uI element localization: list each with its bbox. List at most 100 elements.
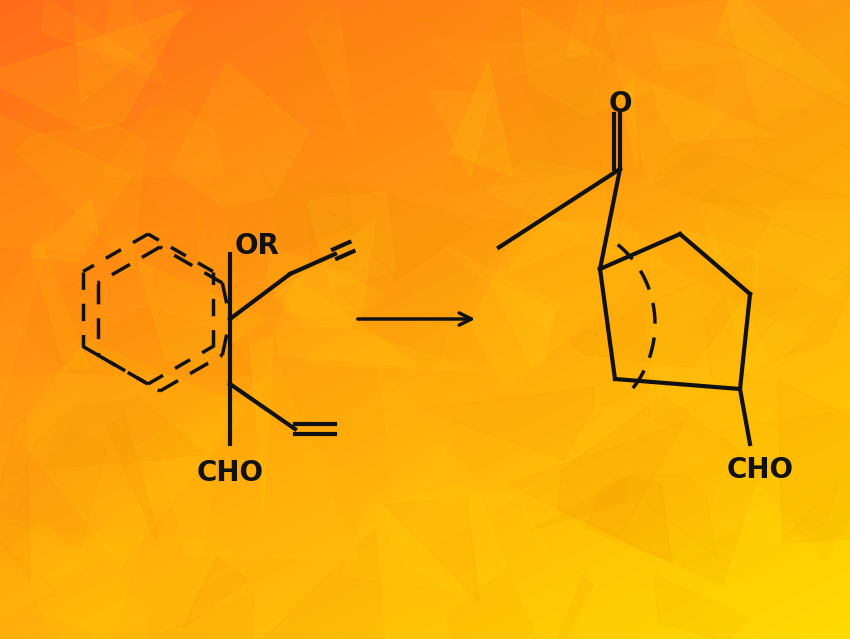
Polygon shape — [581, 309, 623, 383]
Polygon shape — [540, 575, 593, 639]
Polygon shape — [566, 0, 609, 58]
Polygon shape — [146, 0, 211, 168]
Polygon shape — [8, 429, 106, 548]
Polygon shape — [0, 10, 184, 131]
Polygon shape — [675, 228, 759, 288]
Polygon shape — [308, 192, 395, 288]
Polygon shape — [507, 216, 583, 274]
Polygon shape — [653, 573, 750, 639]
Polygon shape — [620, 79, 637, 169]
Polygon shape — [307, 4, 356, 144]
Text: CHO: CHO — [196, 459, 264, 487]
Polygon shape — [382, 488, 531, 553]
Polygon shape — [274, 220, 376, 318]
Polygon shape — [256, 144, 473, 286]
Polygon shape — [473, 0, 624, 151]
Polygon shape — [275, 279, 422, 367]
Polygon shape — [210, 195, 306, 234]
Polygon shape — [653, 143, 850, 252]
Polygon shape — [715, 401, 850, 560]
Polygon shape — [71, 0, 191, 103]
Polygon shape — [706, 289, 798, 390]
Polygon shape — [397, 17, 449, 25]
Polygon shape — [25, 398, 206, 471]
Polygon shape — [296, 178, 513, 327]
Polygon shape — [755, 105, 850, 186]
Polygon shape — [302, 0, 335, 70]
Text: CHO: CHO — [727, 456, 794, 484]
Polygon shape — [674, 506, 772, 566]
Polygon shape — [65, 308, 255, 376]
Polygon shape — [0, 521, 85, 626]
Polygon shape — [287, 79, 309, 159]
Polygon shape — [130, 390, 230, 569]
Polygon shape — [171, 61, 308, 206]
Polygon shape — [300, 331, 482, 371]
Polygon shape — [755, 199, 850, 311]
Polygon shape — [0, 510, 129, 579]
Polygon shape — [512, 487, 594, 638]
Polygon shape — [797, 0, 850, 117]
Polygon shape — [471, 222, 664, 389]
Polygon shape — [203, 153, 356, 269]
Polygon shape — [450, 62, 513, 176]
Polygon shape — [651, 258, 809, 419]
Polygon shape — [727, 0, 850, 127]
Polygon shape — [35, 479, 156, 639]
Polygon shape — [723, 0, 850, 125]
Polygon shape — [135, 592, 254, 639]
Polygon shape — [31, 200, 99, 262]
Polygon shape — [570, 255, 751, 367]
Polygon shape — [700, 203, 850, 381]
Polygon shape — [262, 0, 385, 131]
Polygon shape — [30, 241, 90, 369]
Polygon shape — [243, 528, 385, 639]
Polygon shape — [700, 189, 850, 362]
Polygon shape — [101, 0, 166, 84]
Polygon shape — [585, 477, 672, 562]
Polygon shape — [162, 367, 359, 560]
Polygon shape — [54, 530, 240, 639]
Polygon shape — [29, 574, 147, 639]
Polygon shape — [445, 29, 600, 194]
Polygon shape — [450, 408, 635, 567]
Polygon shape — [421, 387, 594, 461]
Polygon shape — [604, 0, 784, 187]
Polygon shape — [268, 247, 383, 327]
Text: OR: OR — [235, 232, 280, 260]
Polygon shape — [521, 6, 656, 116]
Polygon shape — [322, 289, 346, 305]
Polygon shape — [492, 281, 555, 369]
Polygon shape — [592, 403, 714, 466]
Polygon shape — [416, 438, 452, 497]
Polygon shape — [428, 91, 492, 176]
Polygon shape — [106, 414, 159, 539]
Polygon shape — [342, 486, 518, 597]
Polygon shape — [486, 160, 623, 259]
Polygon shape — [42, 0, 154, 70]
Polygon shape — [383, 498, 479, 601]
Polygon shape — [251, 335, 274, 514]
Polygon shape — [717, 0, 850, 128]
Polygon shape — [272, 0, 356, 38]
Polygon shape — [0, 100, 133, 250]
Polygon shape — [643, 281, 705, 399]
Polygon shape — [529, 479, 627, 532]
Polygon shape — [0, 418, 30, 579]
Polygon shape — [354, 66, 443, 162]
Text: O: O — [609, 90, 632, 118]
Polygon shape — [777, 381, 850, 543]
Polygon shape — [708, 457, 807, 547]
Polygon shape — [584, 564, 614, 585]
Polygon shape — [651, 29, 745, 72]
Polygon shape — [502, 0, 655, 170]
Polygon shape — [783, 479, 839, 541]
Polygon shape — [183, 557, 248, 629]
Polygon shape — [830, 229, 850, 281]
Polygon shape — [28, 283, 105, 374]
Polygon shape — [442, 245, 560, 327]
Polygon shape — [138, 261, 267, 367]
Polygon shape — [505, 45, 714, 199]
Polygon shape — [446, 569, 535, 639]
Polygon shape — [13, 63, 157, 219]
